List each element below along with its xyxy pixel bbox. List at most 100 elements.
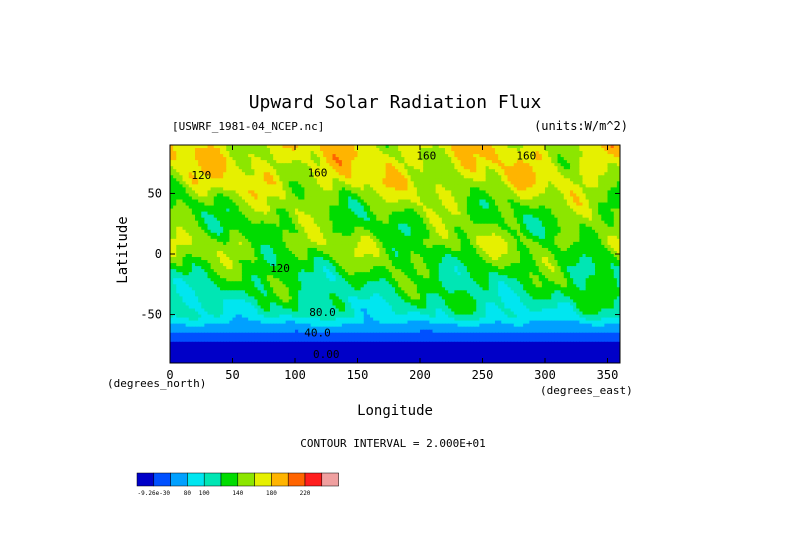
field-cell xyxy=(610,148,615,152)
field-cell xyxy=(445,154,449,158)
field-cell xyxy=(329,175,334,179)
field-cell xyxy=(513,160,518,164)
field-cell xyxy=(304,181,309,185)
field-cell xyxy=(170,160,174,164)
field-cell xyxy=(173,208,177,213)
field-cell xyxy=(182,190,187,195)
field-cell xyxy=(545,187,549,192)
field-cell xyxy=(301,193,305,198)
field-cell xyxy=(298,151,302,155)
field-cell xyxy=(398,160,402,164)
field-cell xyxy=(470,145,474,149)
field-cell xyxy=(335,184,340,188)
field-cell xyxy=(313,160,318,164)
field-cell xyxy=(345,148,349,152)
field-cell xyxy=(448,163,452,167)
field-cell xyxy=(541,178,546,182)
field-cell xyxy=(413,187,418,192)
field-cell xyxy=(391,172,396,176)
field-cell xyxy=(404,202,409,207)
field-cell xyxy=(370,166,374,170)
field-cell xyxy=(360,145,365,149)
field-cell xyxy=(216,202,221,207)
field-cell xyxy=(529,145,534,149)
field-cell xyxy=(470,187,474,192)
field-cell xyxy=(432,154,437,158)
field-cell xyxy=(291,202,296,207)
field-cell xyxy=(476,151,480,155)
field-cell xyxy=(251,148,255,152)
field-cell xyxy=(270,187,274,192)
field-cell xyxy=(276,175,280,179)
field-cell xyxy=(432,190,437,195)
field-cell xyxy=(479,208,484,213)
field-cell xyxy=(329,154,334,158)
field-cell xyxy=(541,166,546,170)
field-cell xyxy=(554,148,559,152)
field-cell xyxy=(513,202,518,207)
field-cell xyxy=(529,154,534,158)
field-cell xyxy=(435,190,440,195)
field-cell xyxy=(545,154,549,158)
field-cell xyxy=(285,160,290,164)
field-cell xyxy=(479,160,484,164)
field-cell xyxy=(298,154,302,158)
field-cell xyxy=(516,205,521,210)
field-cell xyxy=(566,145,571,149)
field-cell xyxy=(310,163,315,167)
field-cell xyxy=(235,205,240,210)
field-cell xyxy=(591,157,596,161)
field-cell xyxy=(488,187,493,192)
field-cell xyxy=(454,154,459,158)
field-cell xyxy=(423,202,427,207)
field-cell xyxy=(341,163,346,167)
field-cell xyxy=(341,145,346,149)
field-cell xyxy=(441,208,446,213)
field-cell xyxy=(557,208,562,213)
field-cell xyxy=(173,175,177,179)
field-cell xyxy=(320,163,324,167)
field-cell xyxy=(488,205,493,210)
field-cell xyxy=(426,178,430,182)
field-cell xyxy=(426,166,430,170)
field-cell xyxy=(407,151,412,155)
field-cell xyxy=(588,181,593,185)
field-cell xyxy=(563,193,568,198)
field-cell xyxy=(301,208,305,213)
field-cell xyxy=(582,157,587,161)
field-cell xyxy=(207,199,212,204)
field-cell xyxy=(460,187,465,192)
field-cell xyxy=(229,157,234,161)
field-cell xyxy=(273,148,277,152)
field-cell xyxy=(523,157,527,161)
field-cell xyxy=(435,199,440,204)
field-cell xyxy=(201,208,205,213)
field-cell xyxy=(385,187,390,192)
field-cell xyxy=(526,166,530,170)
field-cell xyxy=(182,211,187,216)
field-cell xyxy=(213,181,218,185)
field-cell xyxy=(410,184,415,188)
field-cell xyxy=(191,154,196,158)
field-cell xyxy=(251,181,255,185)
field-cell xyxy=(345,184,349,188)
field-cell xyxy=(170,190,174,195)
field-cell xyxy=(560,199,565,204)
field-cell xyxy=(207,160,212,164)
field-cell xyxy=(345,208,349,213)
field-cell xyxy=(432,148,437,152)
field-cell xyxy=(291,166,296,170)
field-cell xyxy=(266,211,271,216)
field-cell xyxy=(170,175,174,179)
field-cell xyxy=(441,196,446,201)
field-cell xyxy=(216,205,221,210)
field-cell xyxy=(207,151,212,155)
field-cell xyxy=(510,184,515,188)
field-cell xyxy=(373,202,377,207)
field-cell xyxy=(604,172,609,176)
field-cell xyxy=(382,181,387,185)
field-cell xyxy=(248,205,252,210)
field-cell xyxy=(413,205,418,210)
field-cell xyxy=(313,172,318,176)
field-cell xyxy=(188,163,193,167)
